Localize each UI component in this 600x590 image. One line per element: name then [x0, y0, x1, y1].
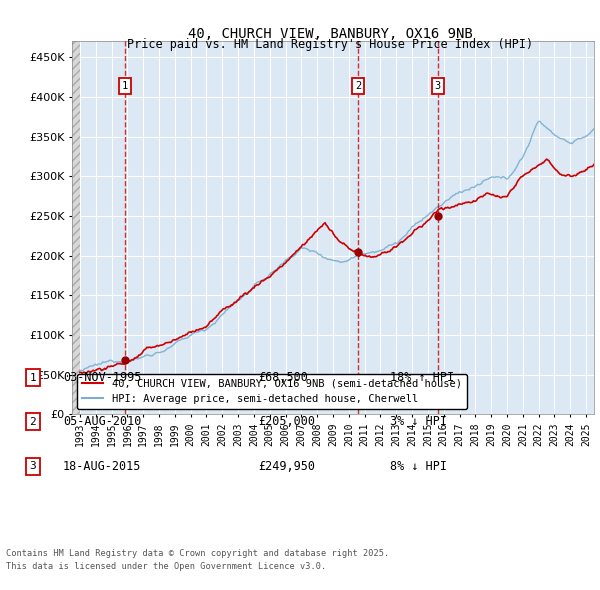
Text: 1: 1: [29, 373, 37, 382]
Text: Contains HM Land Registry data © Crown copyright and database right 2025.: Contains HM Land Registry data © Crown c…: [6, 549, 389, 558]
Text: 18% ↑ HPI: 18% ↑ HPI: [390, 371, 454, 384]
Text: 03-NOV-1995: 03-NOV-1995: [63, 371, 142, 384]
Text: 05-AUG-2010: 05-AUG-2010: [63, 415, 142, 428]
Text: £68,500: £68,500: [258, 371, 308, 384]
Text: 18-AUG-2015: 18-AUG-2015: [63, 460, 142, 473]
Legend: 40, CHURCH VIEW, BANBURY, OX16 9NB (semi-detached house), HPI: Average price, se: 40, CHURCH VIEW, BANBURY, OX16 9NB (semi…: [77, 373, 467, 409]
Text: 3: 3: [434, 81, 441, 91]
Text: 8% ↓ HPI: 8% ↓ HPI: [390, 460, 447, 473]
Bar: [72, 41, 80, 414]
Text: This data is licensed under the Open Government Licence v3.0.: This data is licensed under the Open Gov…: [6, 562, 326, 571]
Text: £249,950: £249,950: [258, 460, 315, 473]
Text: 40, CHURCH VIEW, BANBURY, OX16 9NB: 40, CHURCH VIEW, BANBURY, OX16 9NB: [188, 27, 472, 41]
Text: 2: 2: [29, 417, 37, 427]
Text: £205,000: £205,000: [258, 415, 315, 428]
Text: 2: 2: [355, 81, 361, 91]
Text: 3: 3: [29, 461, 37, 471]
Text: Price paid vs. HM Land Registry's House Price Index (HPI): Price paid vs. HM Land Registry's House …: [127, 38, 533, 51]
Text: 3% ↓ HPI: 3% ↓ HPI: [390, 415, 447, 428]
Text: 1: 1: [122, 81, 128, 91]
